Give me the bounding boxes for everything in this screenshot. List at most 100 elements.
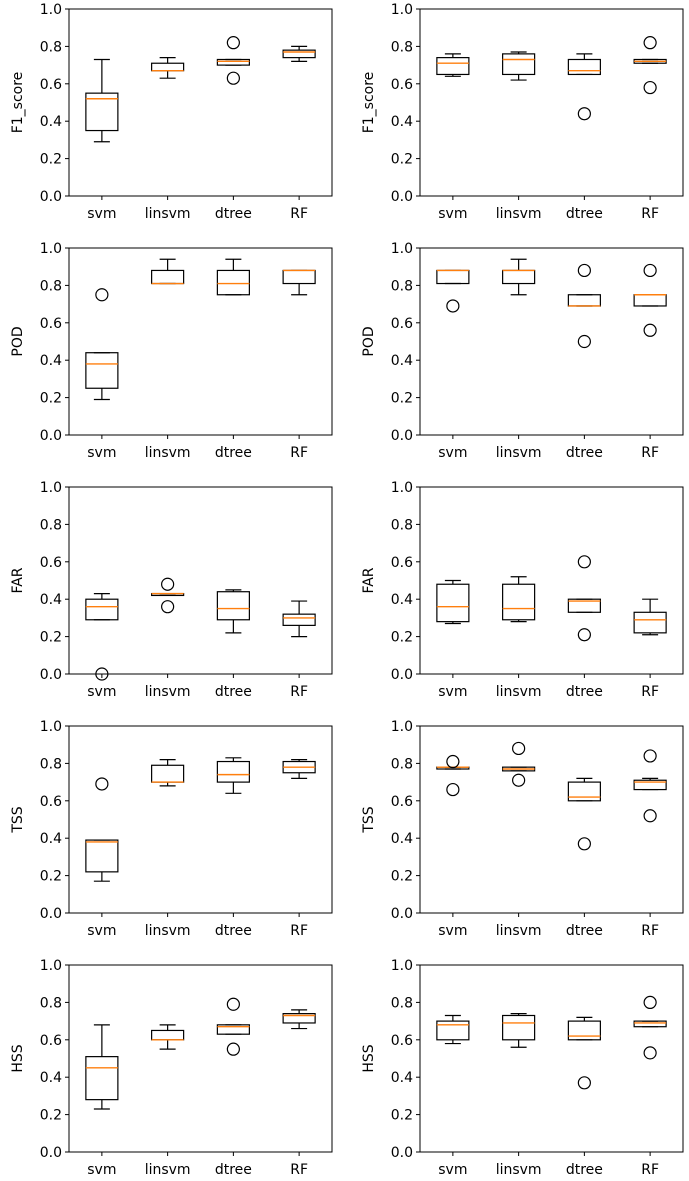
outlier-point xyxy=(643,1046,657,1060)
box-iqr xyxy=(436,583,470,623)
y-tick-label: 0.0 xyxy=(391,189,413,205)
y-tick-label: 1.0 xyxy=(391,2,413,18)
x-tick-label: svm xyxy=(87,445,116,461)
box-linsvm xyxy=(151,57,185,79)
outlier-point xyxy=(95,777,109,791)
x-tick-label: RF xyxy=(641,206,659,222)
axes-frame xyxy=(419,964,684,1153)
x-tick-label: svm xyxy=(87,1162,116,1178)
axes-frame xyxy=(419,8,684,197)
outlier-point xyxy=(446,299,460,313)
y-tick-label: 0.6 xyxy=(40,555,62,571)
y-tick-label: 0.4 xyxy=(40,1070,62,1086)
box-iqr xyxy=(633,294,667,307)
axes-frame xyxy=(68,486,333,675)
box-iqr xyxy=(216,58,250,66)
box-dtree xyxy=(567,555,601,642)
box-dtree xyxy=(567,1016,601,1090)
box-RF xyxy=(633,36,667,95)
box-iqr xyxy=(502,583,536,621)
box-svm xyxy=(85,1024,119,1110)
x-tick-label: linsvm xyxy=(496,1162,542,1178)
axes-frame xyxy=(68,247,333,436)
x-tick-label: dtree xyxy=(566,1162,603,1178)
box-iqr xyxy=(502,53,536,76)
y-tick-label: 0.6 xyxy=(391,77,413,93)
x-tick-label: RF xyxy=(641,923,659,939)
y-tick-label: 0.4 xyxy=(391,831,413,847)
y-axis-label: POD xyxy=(10,326,26,356)
y-tick-label: 0.0 xyxy=(391,428,413,444)
y-tick-label: 0.0 xyxy=(40,189,62,205)
box-iqr xyxy=(85,839,119,873)
y-tick-label: 0.2 xyxy=(391,869,413,885)
outlier-point xyxy=(643,263,657,278)
box-linsvm xyxy=(151,258,185,285)
box-iqr xyxy=(502,1014,536,1041)
y-tick-label: 1.0 xyxy=(391,480,413,496)
outlier-point xyxy=(161,600,175,614)
box-iqr xyxy=(567,294,601,307)
x-tick-label: svm xyxy=(87,206,116,222)
box-iqr xyxy=(85,352,119,389)
y-tick-label: 0.8 xyxy=(40,39,62,55)
outlier-point xyxy=(446,782,460,797)
y-tick-label: 0.6 xyxy=(40,794,62,810)
x-tick-label: dtree xyxy=(566,684,603,700)
y-tick-label: 0.2 xyxy=(40,152,62,168)
axes-frame xyxy=(68,8,333,197)
x-tick-label: linsvm xyxy=(145,445,191,461)
outlier-point xyxy=(577,263,591,278)
y-tick-label: 0.4 xyxy=(40,353,62,369)
y-tick-label: 0.6 xyxy=(40,77,62,93)
y-axis-label: F1_score xyxy=(361,72,377,134)
x-tick-label: dtree xyxy=(566,923,603,939)
box-plot-panel-row5-left: 0.0 0.2 0.4 0.6 0.8 1.0 svm linsvm dtree RF HSS xyxy=(10,958,333,1178)
axes-frame xyxy=(68,725,333,914)
x-tick-label: linsvm xyxy=(496,684,542,700)
y-tick-label: 0.6 xyxy=(40,1033,62,1049)
box-linsvm xyxy=(502,51,536,81)
x-tick-label: linsvm xyxy=(145,923,191,939)
y-tick-label: 0.2 xyxy=(40,391,62,407)
box-dtree xyxy=(567,263,601,349)
outlier-point xyxy=(643,995,657,1010)
box-RF xyxy=(282,759,316,779)
y-tick-label: 0.4 xyxy=(391,353,413,369)
y-tick-label: 0.4 xyxy=(391,1070,413,1086)
box-linsvm xyxy=(502,1013,536,1048)
box-iqr xyxy=(633,779,667,791)
outlier-point xyxy=(95,288,109,302)
y-tick-label: 0.8 xyxy=(40,517,62,533)
x-tick-label: svm xyxy=(438,923,467,939)
outlier-point xyxy=(226,36,240,50)
x-tick-label: RF xyxy=(641,684,659,700)
y-axis-label: POD xyxy=(361,326,377,356)
box-svm xyxy=(436,53,470,77)
y-tick-label: 1.0 xyxy=(40,719,62,735)
box-plot-panel-row4-right: 0.0 0.2 0.4 0.6 0.8 1.0 svm linsvm dtree RF TSS xyxy=(361,719,684,939)
outlier-point xyxy=(577,1076,591,1090)
y-tick-label: 0.8 xyxy=(391,756,413,772)
box-iqr xyxy=(567,1020,601,1041)
box-svm xyxy=(85,288,119,401)
box-iqr xyxy=(151,269,185,285)
y-tick-label: 0.2 xyxy=(391,630,413,646)
box-linsvm xyxy=(502,258,536,296)
x-tick-label: svm xyxy=(438,206,467,222)
box-RF xyxy=(282,269,316,296)
outlier-point xyxy=(512,773,526,787)
x-tick-label: dtree xyxy=(566,206,603,222)
x-tick-label: dtree xyxy=(566,445,603,461)
x-tick-label: linsvm xyxy=(145,1162,191,1178)
y-tick-label: 0.4 xyxy=(391,592,413,608)
box-iqr xyxy=(282,1013,316,1024)
box-svm xyxy=(436,754,470,797)
box-RF xyxy=(633,749,667,823)
y-tick-label: 0.0 xyxy=(40,667,62,683)
y-axis-label: HSS xyxy=(10,1044,26,1072)
x-tick-label: dtree xyxy=(215,206,252,222)
x-tick-label: dtree xyxy=(215,923,252,939)
y-axis-label: FAR xyxy=(10,567,26,593)
box-RF xyxy=(633,263,667,337)
